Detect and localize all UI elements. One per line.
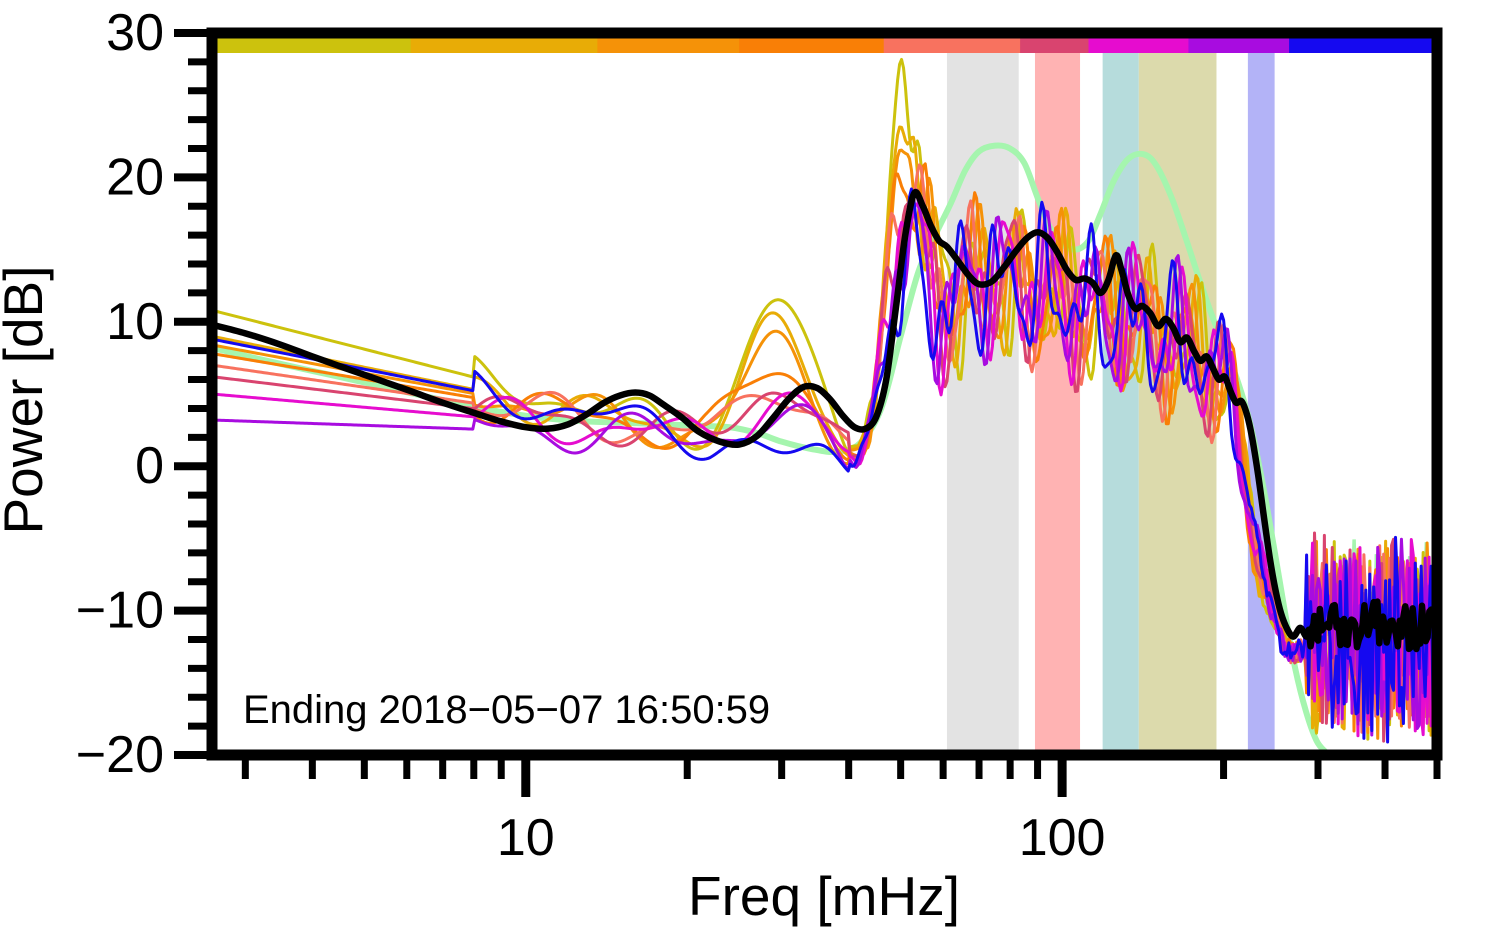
y-tick-label: −20 — [76, 726, 164, 784]
y-axis-title: Power [dB] — [0, 265, 54, 534]
band-gray — [946, 45, 1019, 755]
mean-spectrum — [212, 188, 1317, 640]
colorbar-segment-6 — [1088, 38, 1190, 53]
colorbar-segment-1 — [410, 38, 599, 53]
band-pink — [1034, 45, 1081, 755]
colorbar-segment-7 — [1188, 38, 1291, 53]
band-cyan — [1102, 45, 1139, 755]
plot-frame — [206, 27, 1443, 761]
band-purple — [1247, 45, 1275, 755]
y-tick-label: 30 — [106, 4, 164, 62]
colorbar-segment-8 — [1289, 38, 1439, 53]
y-tick-label: −10 — [76, 582, 164, 640]
colorbar-segment-5 — [1020, 38, 1090, 53]
x-tick-label: 10 — [497, 809, 555, 867]
colorbar-segment-0 — [212, 38, 412, 53]
spectrum-blue — [212, 187, 1437, 744]
y-tick-label: 20 — [106, 148, 164, 206]
y-tick-label: 0 — [135, 437, 164, 495]
axes-frame — [206, 27, 1443, 761]
x-axis-title: Freq [mHz] — [688, 865, 960, 927]
colorbar-segment-4 — [883, 38, 1022, 53]
spectra-curves-group — [212, 57, 1437, 755]
ending-timestamp-annotation: Ending 2018−05−07 16:50:59 — [243, 688, 770, 732]
x-tick-label: 100 — [1019, 809, 1106, 867]
y-tick-label: 10 — [106, 293, 164, 351]
colorbar-segment-2 — [597, 38, 741, 53]
time-colorbar — [212, 38, 1439, 53]
colorbar-segment-3 — [739, 38, 885, 53]
mean-spectrum-tail — [1303, 598, 1437, 653]
